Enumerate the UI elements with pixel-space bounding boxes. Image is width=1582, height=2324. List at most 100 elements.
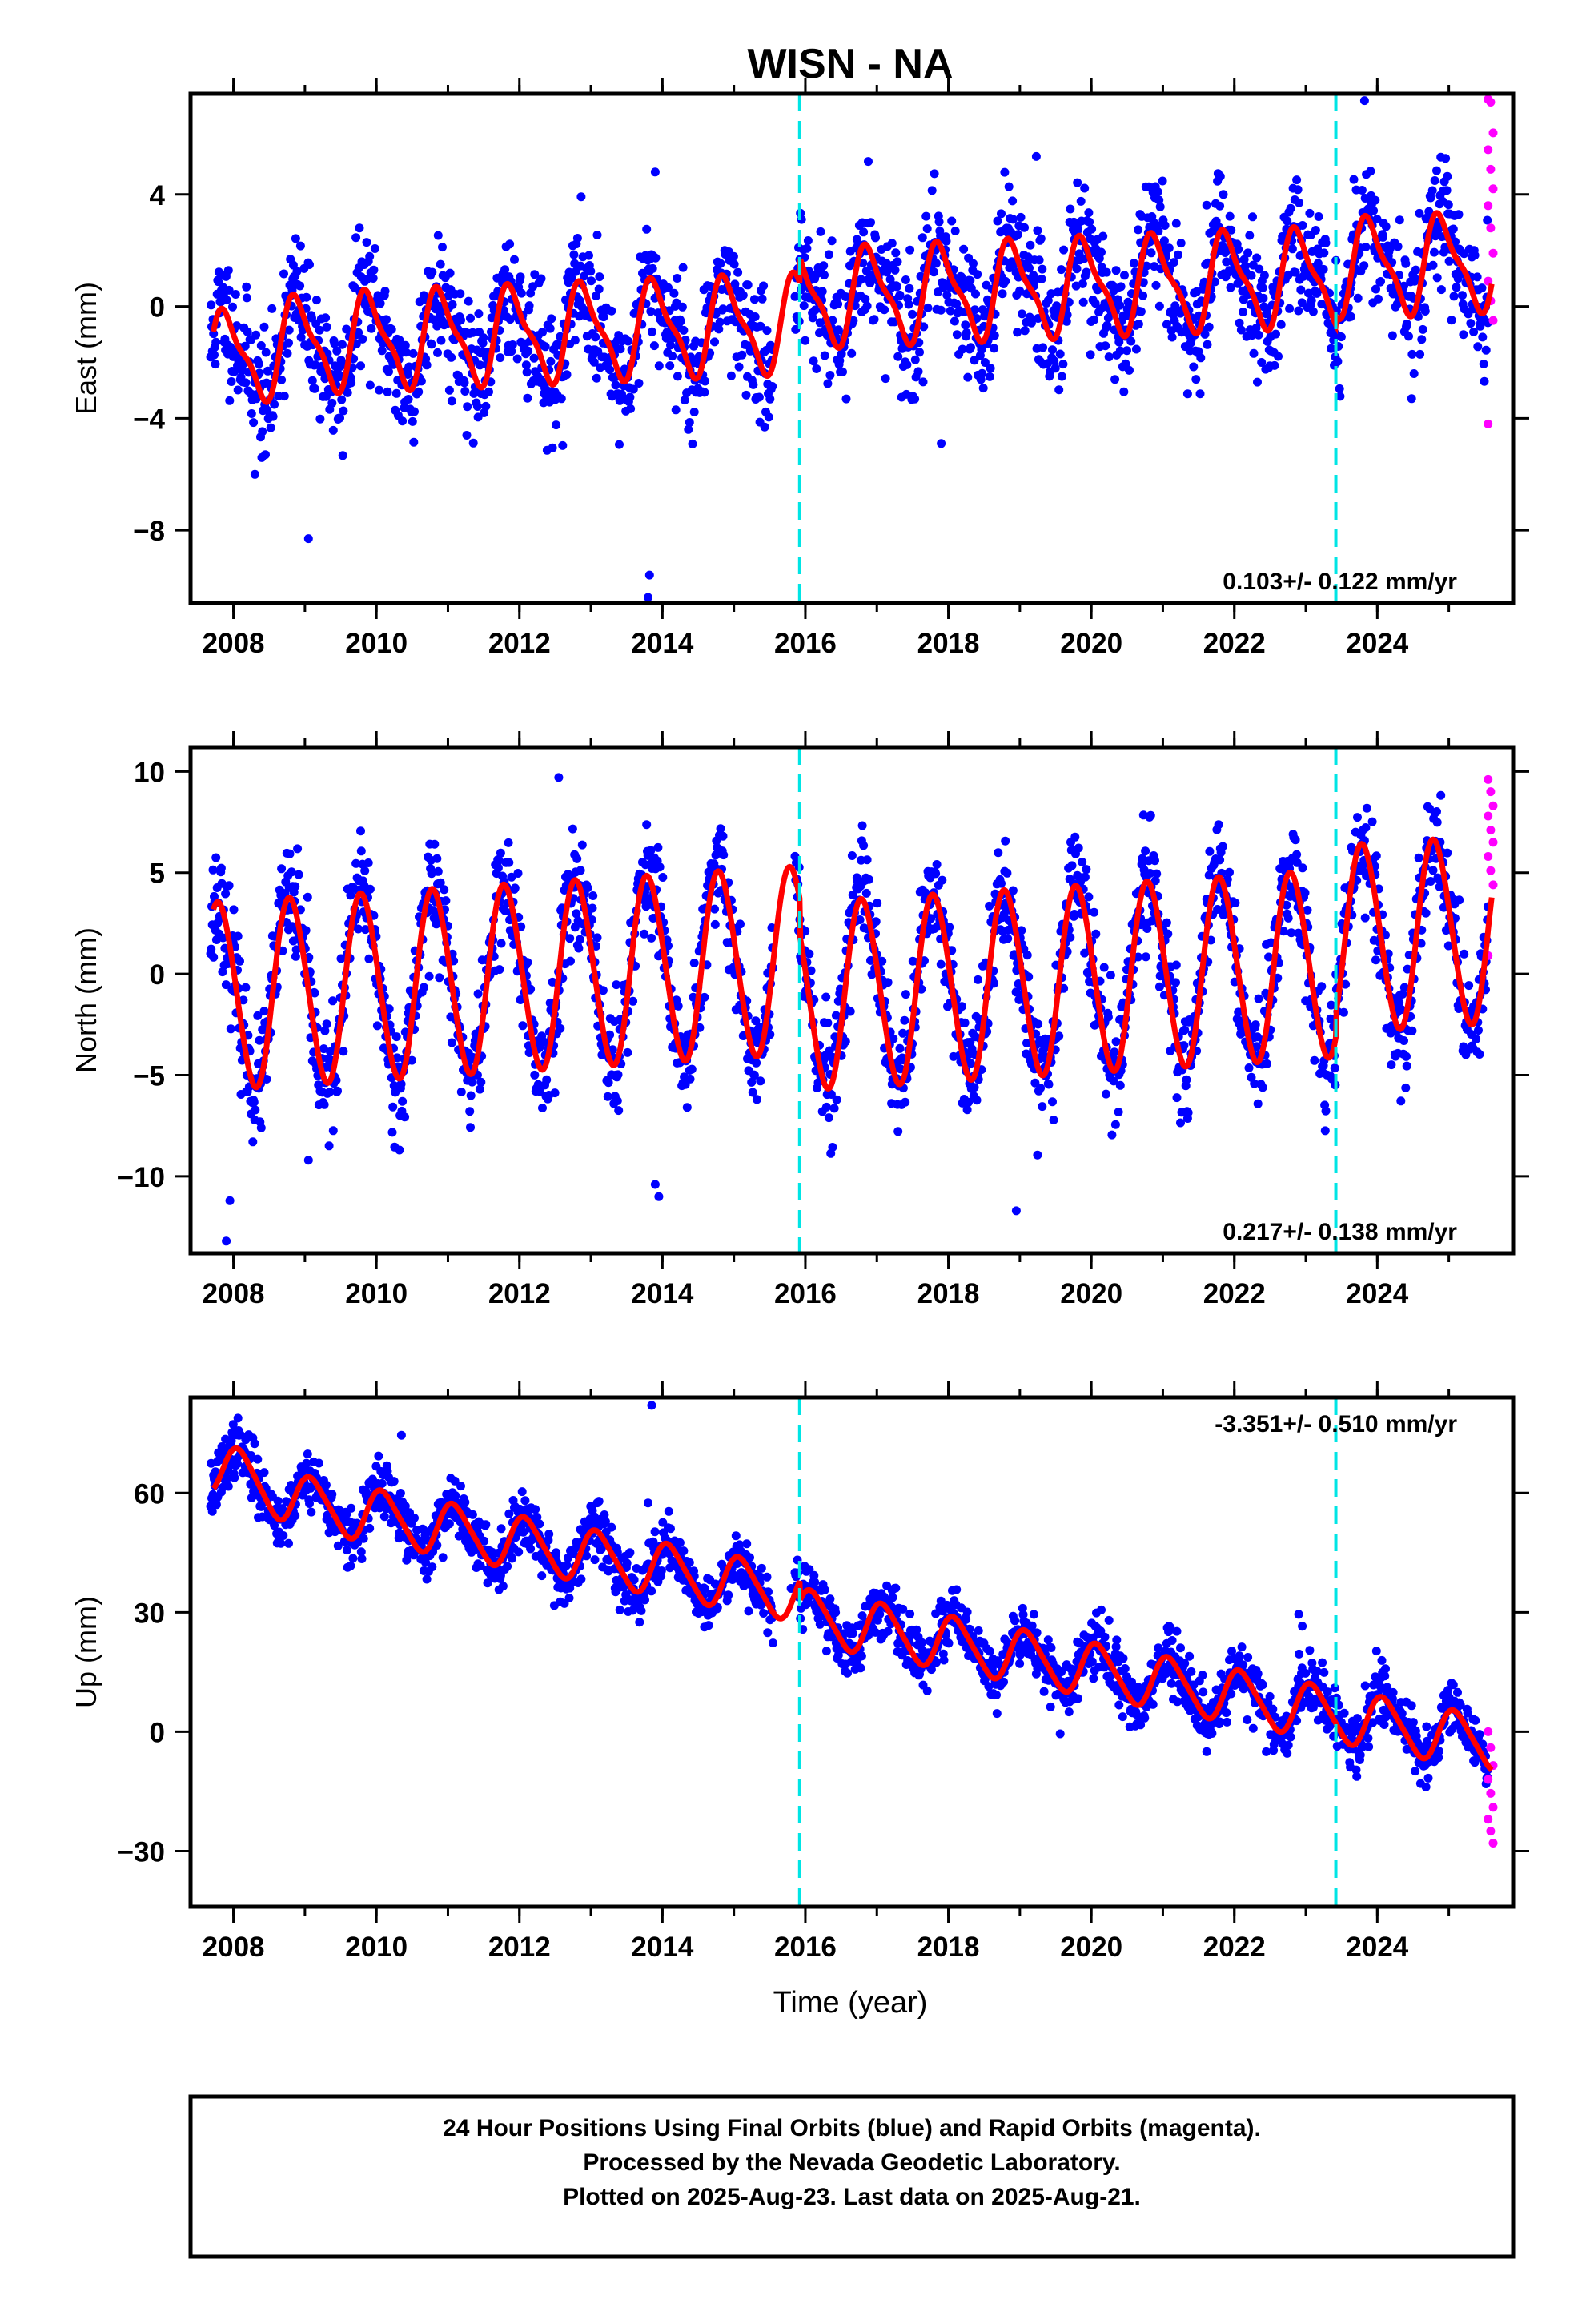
rapid-point [1488,248,1498,258]
x-tick-label: 2022 [1203,1278,1266,1309]
data-point [1253,377,1262,387]
data-point [714,324,724,334]
data-point [1321,1106,1331,1116]
data-point [1115,346,1125,356]
data-point [572,854,582,863]
data-point [927,186,937,195]
data-point [463,402,472,412]
data-point [910,394,920,404]
y-tick-label: −4 [133,404,165,435]
data-point [227,377,236,386]
data-point [1296,285,1306,295]
data-point [993,216,1002,226]
data-point [1070,832,1080,842]
data-point [765,394,775,404]
data-point [942,236,951,246]
data-point [1015,286,1025,296]
data-point [1262,1059,1271,1068]
data-point [1307,296,1316,305]
data-point [1013,230,1022,239]
data-point [256,341,266,350]
data-point [432,854,442,863]
data-point [356,826,365,836]
data-point [1291,835,1300,845]
data-point [1138,291,1148,300]
data-point [871,233,880,243]
data-point [849,316,858,325]
data-point [460,1498,470,1507]
data-point [1270,360,1279,370]
data-point [524,301,534,311]
data-point [1099,963,1109,972]
data-point [833,325,843,335]
data-point [1078,279,1087,288]
data-point [1162,320,1171,329]
data-point [583,883,592,893]
data-point [680,396,689,405]
data-point [857,275,866,284]
data-point [216,863,226,873]
data-point [513,869,523,878]
data-point [530,270,540,279]
data-point [1204,322,1214,332]
data-point [700,388,709,397]
data-point [210,350,219,360]
data-point [932,860,942,869]
data-point [498,1582,508,1591]
data-point [1076,196,1086,206]
data-point [367,324,376,333]
outlier-point [303,1156,313,1165]
data-point [249,418,259,428]
data-point [825,371,835,380]
data-point [327,398,337,408]
data-point [910,355,920,364]
data-point [1387,331,1397,340]
data-point [893,257,902,267]
data-point [447,352,456,362]
data-point [963,372,973,382]
data-point [1215,201,1225,211]
data-point [472,402,482,411]
data-point [445,268,455,278]
data-point [419,983,428,992]
data-point [256,1123,266,1132]
data-point [444,385,454,395]
data-point [605,365,615,375]
data-point [223,1482,233,1491]
data-point [738,291,748,300]
data-point [374,1451,383,1461]
x-tick-label: 2010 [345,1278,408,1309]
data-point [1225,867,1234,877]
data-point [382,315,391,324]
data-point [285,849,295,858]
data-point [1050,356,1059,366]
data-point [448,300,457,309]
data-point [247,409,256,418]
data-point [565,934,575,943]
data-point [1319,264,1328,274]
data-point [986,364,995,373]
data-point [1008,196,1018,206]
y-tick-label: 10 [134,757,165,788]
data-point [791,324,801,334]
data-point [1393,242,1403,251]
data-point [1053,287,1062,297]
data-point [523,958,532,967]
data-point [1026,240,1035,250]
data-point [1381,222,1391,231]
data-point [484,387,493,396]
data-point [468,1510,477,1519]
data-point [520,1496,530,1506]
data-point [296,332,306,342]
data-point [893,352,903,361]
data-point [242,282,251,292]
data-point [430,839,440,849]
data-point [284,325,294,335]
data-point [655,862,665,872]
data-point [249,1097,259,1107]
data-point [1258,1083,1267,1092]
data-point [966,343,975,352]
data-point [1154,227,1163,236]
data-point [1428,260,1438,270]
data-point [464,296,473,306]
